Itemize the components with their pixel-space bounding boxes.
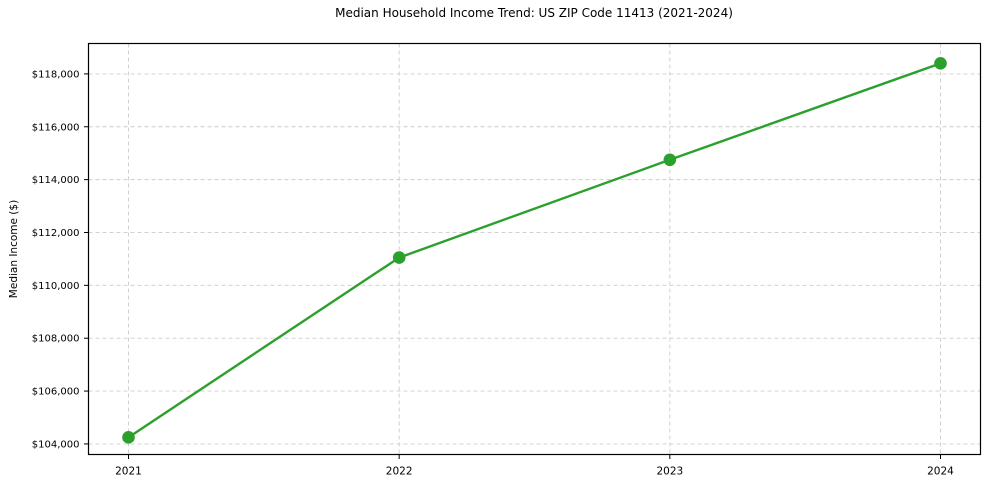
y-tick-label: $116,000 bbox=[32, 122, 80, 133]
chart-title: Median Household Income Trend: US ZIP Co… bbox=[335, 6, 733, 20]
data-point-2022 bbox=[392, 251, 406, 264]
x-tick-label: 2024 bbox=[927, 466, 954, 478]
x-tick-label: 2023 bbox=[656, 466, 683, 478]
y-tick-label: $114,000 bbox=[32, 175, 80, 186]
y-tick-label: $108,000 bbox=[32, 334, 80, 345]
data-point-2024 bbox=[934, 57, 947, 70]
y-tick-label: $104,000 bbox=[32, 439, 80, 450]
data-point-2023 bbox=[663, 153, 677, 167]
data-point-2021 bbox=[122, 431, 135, 444]
trend-line bbox=[127, 62, 942, 439]
x-tick-label: 2022 bbox=[386, 466, 413, 478]
y-tick-label: $106,000 bbox=[32, 387, 80, 398]
x-tick-label: 2021 bbox=[115, 466, 142, 478]
y-axis-label: Median Income ($) bbox=[8, 199, 20, 299]
y-tick-label: $112,000 bbox=[32, 228, 80, 239]
plot-border bbox=[87, 42, 982, 456]
y-tick-label: $110,000 bbox=[32, 281, 80, 292]
y-tick-label: $118,000 bbox=[32, 69, 80, 80]
